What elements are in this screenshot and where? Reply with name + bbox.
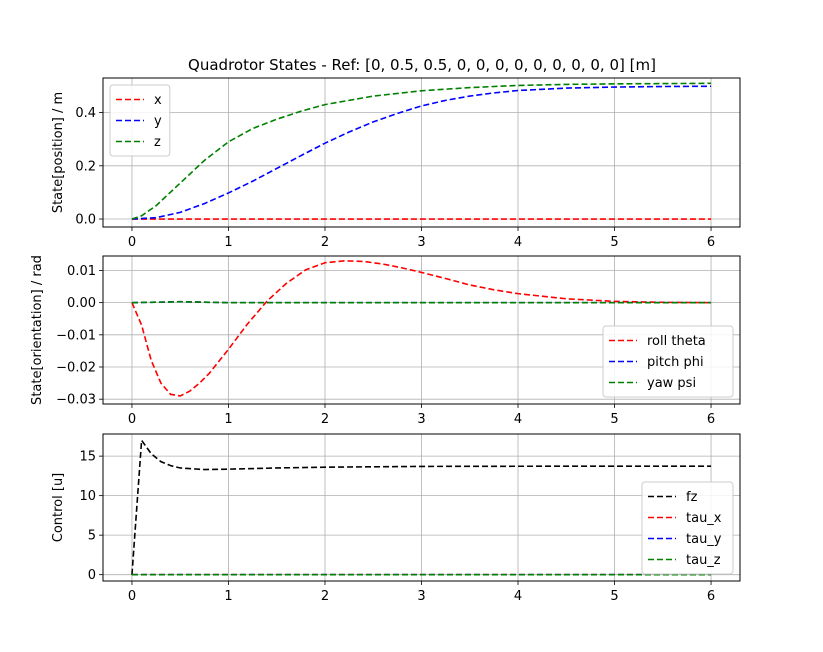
subplots: 0 1 2 3 4 5 6 0.0 0.2 0.4 State[position] / m xyz 0 1… (30, 77, 741, 604)
series-line-y (131, 85, 712, 220)
legend-label: yaw psi (647, 376, 696, 391)
x-tick-label: 0 (128, 589, 136, 604)
y-tick-label: −0.01 (56, 328, 96, 343)
x-tick-label: 5 (610, 412, 618, 427)
legend-box (641, 481, 734, 575)
series-line-fz (131, 438, 712, 575)
x-tick-label: 6 (707, 589, 715, 604)
legend-label: pitch phi (647, 355, 704, 370)
legend-label: z (154, 135, 161, 150)
x-tick-label: 0 (128, 235, 136, 250)
legend-label: tau_z (686, 553, 721, 568)
x-tick-label: 6 (707, 235, 715, 250)
x-tick-label: 5 (610, 235, 618, 250)
legend-box (602, 325, 734, 398)
y-tick-label: 0 (88, 568, 96, 583)
y-tick-label: 0.00 (67, 296, 96, 311)
x-tick-label: 5 (610, 589, 618, 604)
legend-label: y (154, 114, 162, 129)
y-axis-label: State[position] / m (51, 92, 66, 213)
subplot-3: 0 1 2 3 4 5 6 0 5 10 15 Control [u] fz tau_x tau_y tau_… (51, 433, 741, 604)
y-tick-label: 15 (79, 450, 96, 465)
y-axis-label: Control [u] (51, 473, 66, 543)
legend-label: fz (686, 490, 698, 505)
legend: xyz (109, 84, 171, 157)
y-tick-label: 0.2 (75, 159, 96, 174)
y-axis-label: State[orientation] / rad (30, 255, 45, 405)
x-tick-label: 2 (321, 235, 329, 250)
figure-title: Quadrotor States - Ref: [0, 0.5, 0.5, 0,… (188, 56, 656, 74)
legend-label: tau_x (686, 511, 722, 526)
y-tick-label: −0.02 (56, 361, 96, 376)
legend-label: roll theta (647, 334, 706, 349)
legend: fz tau_x tau_y tau_z (641, 481, 734, 575)
x-tick-label: 1 (224, 412, 232, 427)
y-tick-label: 0.01 (67, 264, 96, 279)
legend-label: x (154, 93, 162, 108)
x-tick-label: 4 (514, 412, 522, 427)
y-tick-label: −0.03 (56, 393, 96, 408)
y-tick-label: 0.0 (75, 213, 96, 228)
x-tick-label: 1 (224, 235, 232, 250)
series-line-z (131, 82, 712, 220)
series-line-roll-theta (131, 260, 712, 397)
x-tick-label: 3 (417, 412, 425, 427)
x-tick-label: 2 (321, 589, 329, 604)
series-line-yaw-psi (131, 300, 712, 304)
x-tick-label: 6 (707, 412, 715, 427)
x-tick-label: 4 (514, 589, 522, 604)
subplot-2: 0 1 2 3 4 5 6 0.01 0.00 −0.01 −0.02 −0.03 State[orie… (30, 255, 741, 427)
x-tick-label: 3 (417, 235, 425, 250)
x-tick-label: 4 (514, 235, 522, 250)
legend-label: tau_y (686, 532, 722, 547)
x-tick-label: 1 (224, 589, 232, 604)
x-tick-label: 2 (321, 412, 329, 427)
subplot-1: 0 1 2 3 4 5 6 0.0 0.2 0.4 State[position] / m xyz (51, 77, 741, 250)
x-tick-label: 0 (128, 412, 136, 427)
legend: roll theta pitch phi yaw psi (602, 325, 734, 398)
y-tick-label: 10 (79, 489, 96, 504)
y-tick-label: 0.4 (75, 106, 96, 121)
x-tick-label: 3 (417, 589, 425, 604)
y-tick-label: 5 (88, 529, 96, 544)
